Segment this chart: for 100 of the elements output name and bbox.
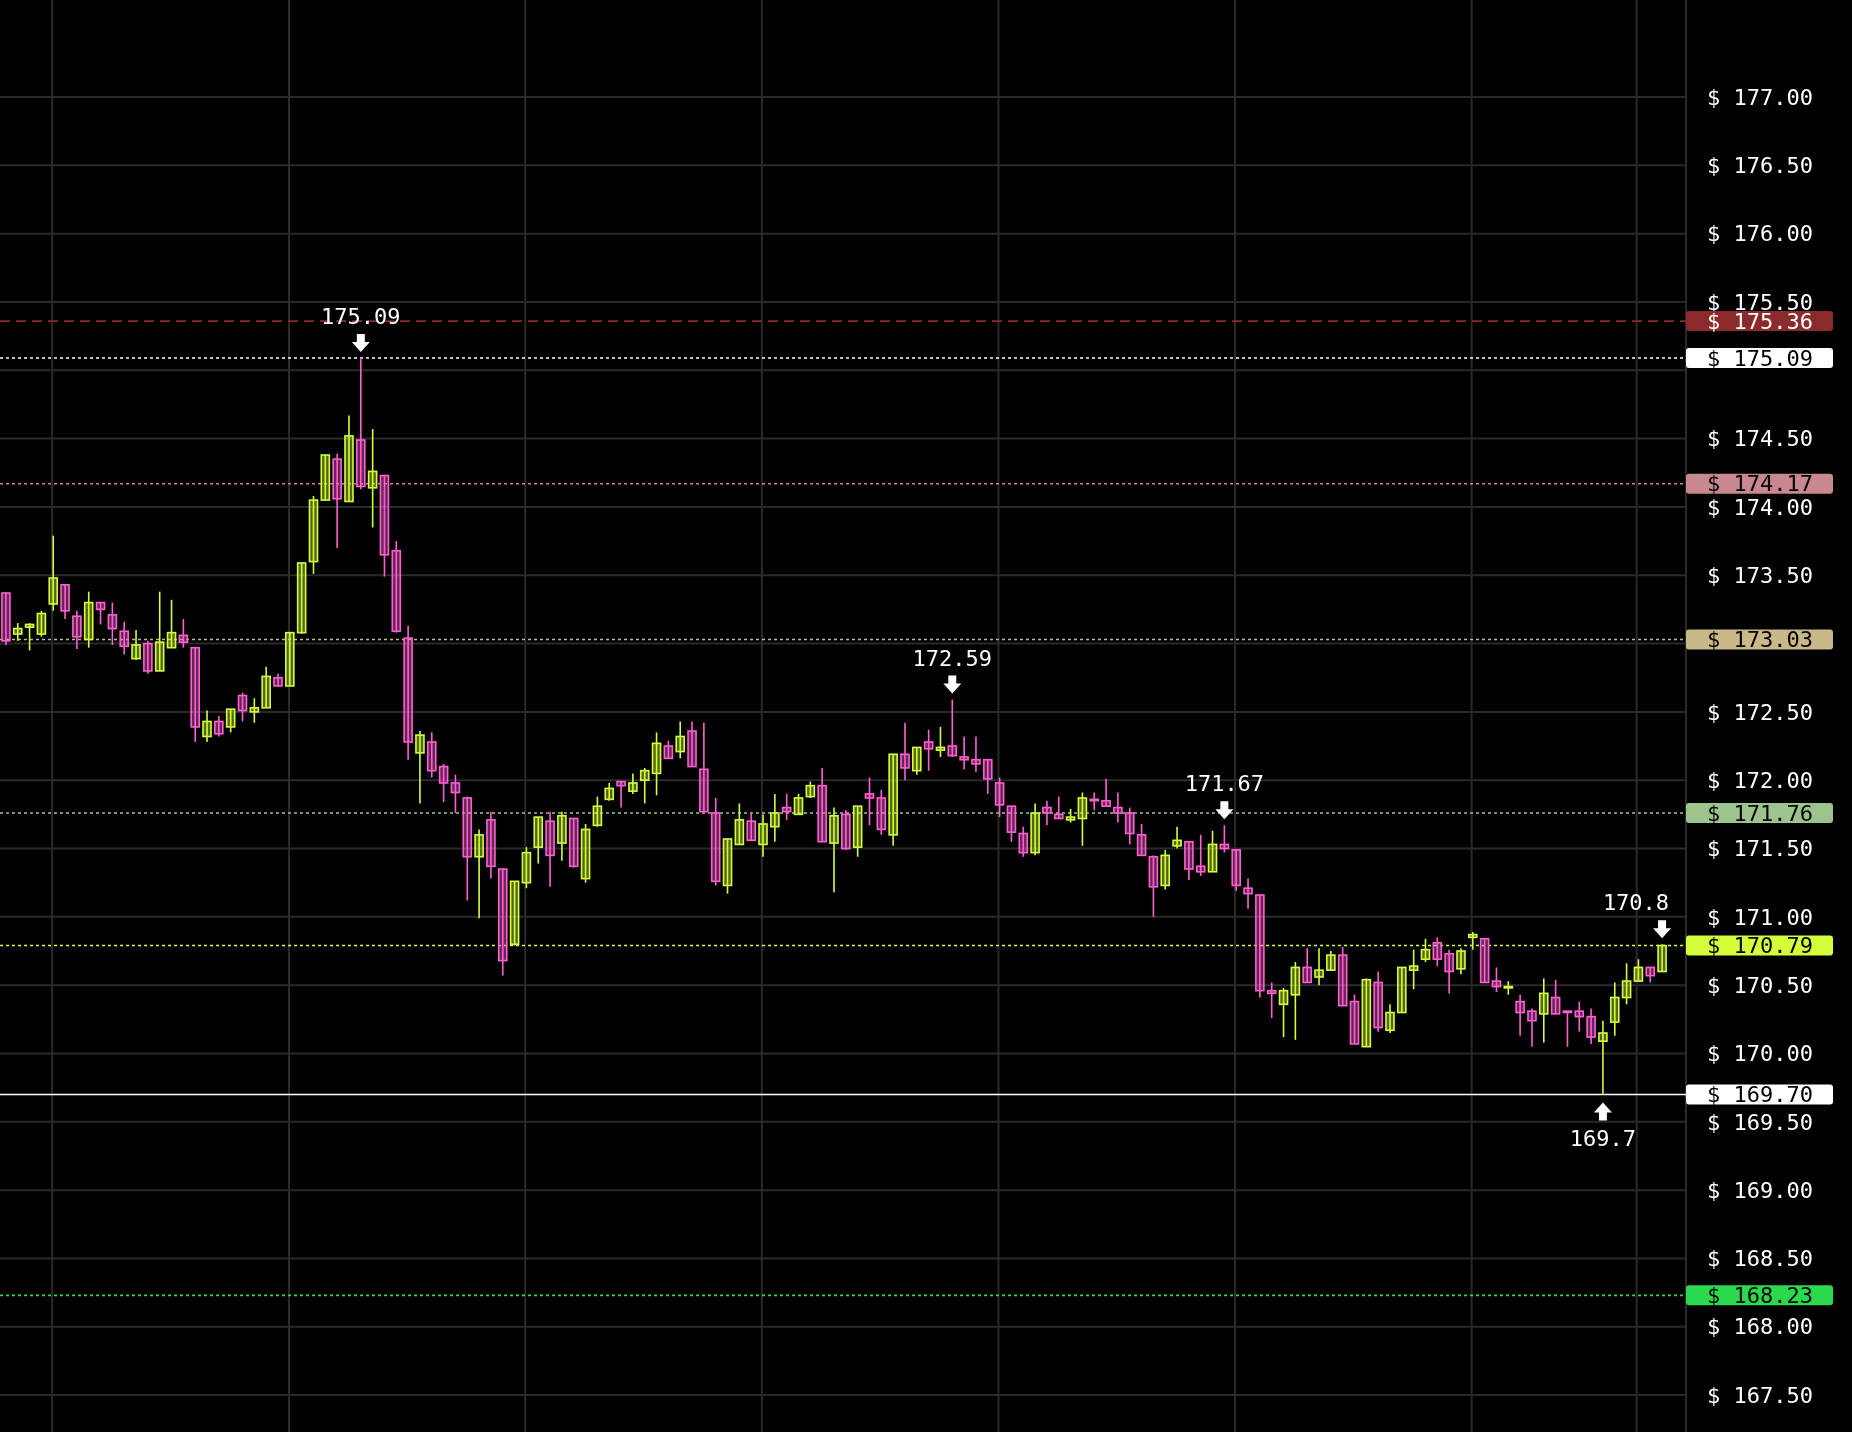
candlestick [1290, 961, 1301, 1041]
candlestick [273, 672, 283, 687]
candlestick [249, 697, 260, 724]
candlestick [1172, 825, 1182, 850]
y-tick-label: $ 174.00 [1707, 494, 1813, 520]
candlestick [876, 788, 887, 836]
y-tick-label: $ 174.50 [1707, 426, 1813, 452]
y-tick-label: $ 173.50 [1707, 562, 1813, 588]
annotation: 175.09 [321, 304, 401, 329]
candlestick [486, 810, 496, 880]
candlestick [1053, 795, 1064, 820]
candlestick [1598, 1019, 1608, 1096]
candlestick [935, 726, 946, 758]
candlestick [72, 609, 82, 650]
candlestick [178, 618, 189, 649]
y-tick-label: $ 171.50 [1707, 836, 1813, 862]
candlestick [770, 793, 780, 843]
candlestick [1089, 791, 1100, 812]
candlestick [83, 590, 94, 649]
candlestick [1006, 805, 1017, 843]
candlestick [568, 817, 579, 869]
candlestick [415, 730, 425, 805]
candlestick [710, 797, 721, 887]
candlestick [971, 735, 981, 773]
candlestick [450, 773, 461, 814]
candlestick [793, 793, 804, 816]
candlestick [746, 812, 756, 842]
candlestick [143, 640, 153, 675]
candlestick [1456, 947, 1466, 976]
candlestick [1113, 791, 1123, 824]
candlestick [285, 631, 295, 687]
candlestick [60, 584, 70, 620]
candlestick [616, 780, 626, 809]
annotation: 169.7 [1569, 1126, 1637, 1152]
candlestick [1432, 936, 1443, 967]
candlestick [1373, 970, 1383, 1033]
candlestick [1302, 947, 1312, 984]
candlestick [852, 805, 863, 858]
candlestick [1479, 937, 1490, 984]
candlestick [320, 454, 331, 501]
candlestick [1515, 993, 1525, 1037]
candlestick [864, 776, 875, 827]
candlestick [1018, 825, 1029, 858]
candlestick [1255, 894, 1265, 999]
candlestick [12, 622, 23, 642]
candlestick [497, 868, 508, 977]
candlestick [24, 622, 35, 652]
candlestick [1491, 966, 1502, 993]
candlestick [1136, 823, 1147, 857]
candlestick [1314, 947, 1324, 986]
candlestick [1337, 946, 1348, 1007]
candlestick [1444, 948, 1454, 995]
candlestick [1645, 966, 1656, 984]
candlestick [722, 838, 733, 895]
candlestick [202, 709, 212, 743]
candlestick [1527, 1007, 1537, 1048]
candlestick [628, 772, 638, 795]
candlestick [1278, 987, 1289, 1038]
candlestick [923, 728, 934, 772]
candlestick [829, 806, 839, 894]
candlestick [1326, 950, 1336, 971]
candlestick [758, 813, 768, 858]
y-tick-label: $ 168.50 [1707, 1246, 1813, 1272]
candlestick [1550, 978, 1561, 1015]
candlestick [462, 795, 473, 902]
candlestick [959, 735, 969, 771]
candlestick [225, 708, 236, 734]
candlestick [675, 720, 686, 760]
candlestick [557, 810, 567, 862]
ref-line-label: $ 170.79 [1707, 933, 1813, 959]
candlestick [36, 609, 47, 638]
candlestick [888, 753, 898, 847]
candlestick [48, 534, 59, 612]
candlestick [580, 823, 591, 884]
annotation: 171.67 [1184, 771, 1265, 797]
y-tick-label: $ 172.50 [1707, 699, 1813, 725]
candlestick [119, 620, 130, 656]
candlestick [1586, 1007, 1596, 1045]
candlestick [1184, 840, 1194, 881]
candlestick [1385, 1003, 1395, 1034]
candlestick [154, 590, 165, 672]
ref-line-label: $ 169.70 [1707, 1082, 1813, 1108]
candlestick [1042, 799, 1052, 827]
ref-line-label: $ 175.09 [1707, 345, 1813, 371]
candlestick [1077, 791, 1088, 847]
candlestick [367, 428, 378, 529]
candlestick [391, 540, 402, 634]
candlestick [651, 731, 662, 797]
candlestick [344, 414, 354, 503]
candlestick [1609, 981, 1620, 1037]
candlestick [237, 691, 248, 723]
candlestick [533, 816, 544, 865]
candlestick [107, 601, 118, 646]
candlestick [900, 722, 910, 782]
candlestick [1633, 958, 1644, 982]
candlestick [1397, 966, 1407, 1014]
ref-line-label: $ 173.03 [1707, 627, 1813, 653]
y-tick-label: $ 170.50 [1707, 972, 1813, 998]
candlestick [1207, 829, 1218, 873]
ref-line-label: $ 174.17 [1707, 471, 1813, 497]
